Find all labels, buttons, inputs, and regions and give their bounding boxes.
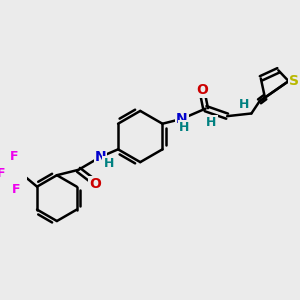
Text: F: F [10,150,18,163]
Text: O: O [89,177,101,191]
Text: H: H [179,121,190,134]
Text: N: N [95,150,106,164]
Text: H: H [206,116,217,129]
Text: F: F [0,167,5,180]
Text: F: F [12,183,20,196]
Text: S: S [289,74,299,88]
Text: H: H [239,98,249,111]
Text: O: O [196,83,208,97]
Text: H: H [103,157,114,170]
Text: N: N [176,112,188,126]
